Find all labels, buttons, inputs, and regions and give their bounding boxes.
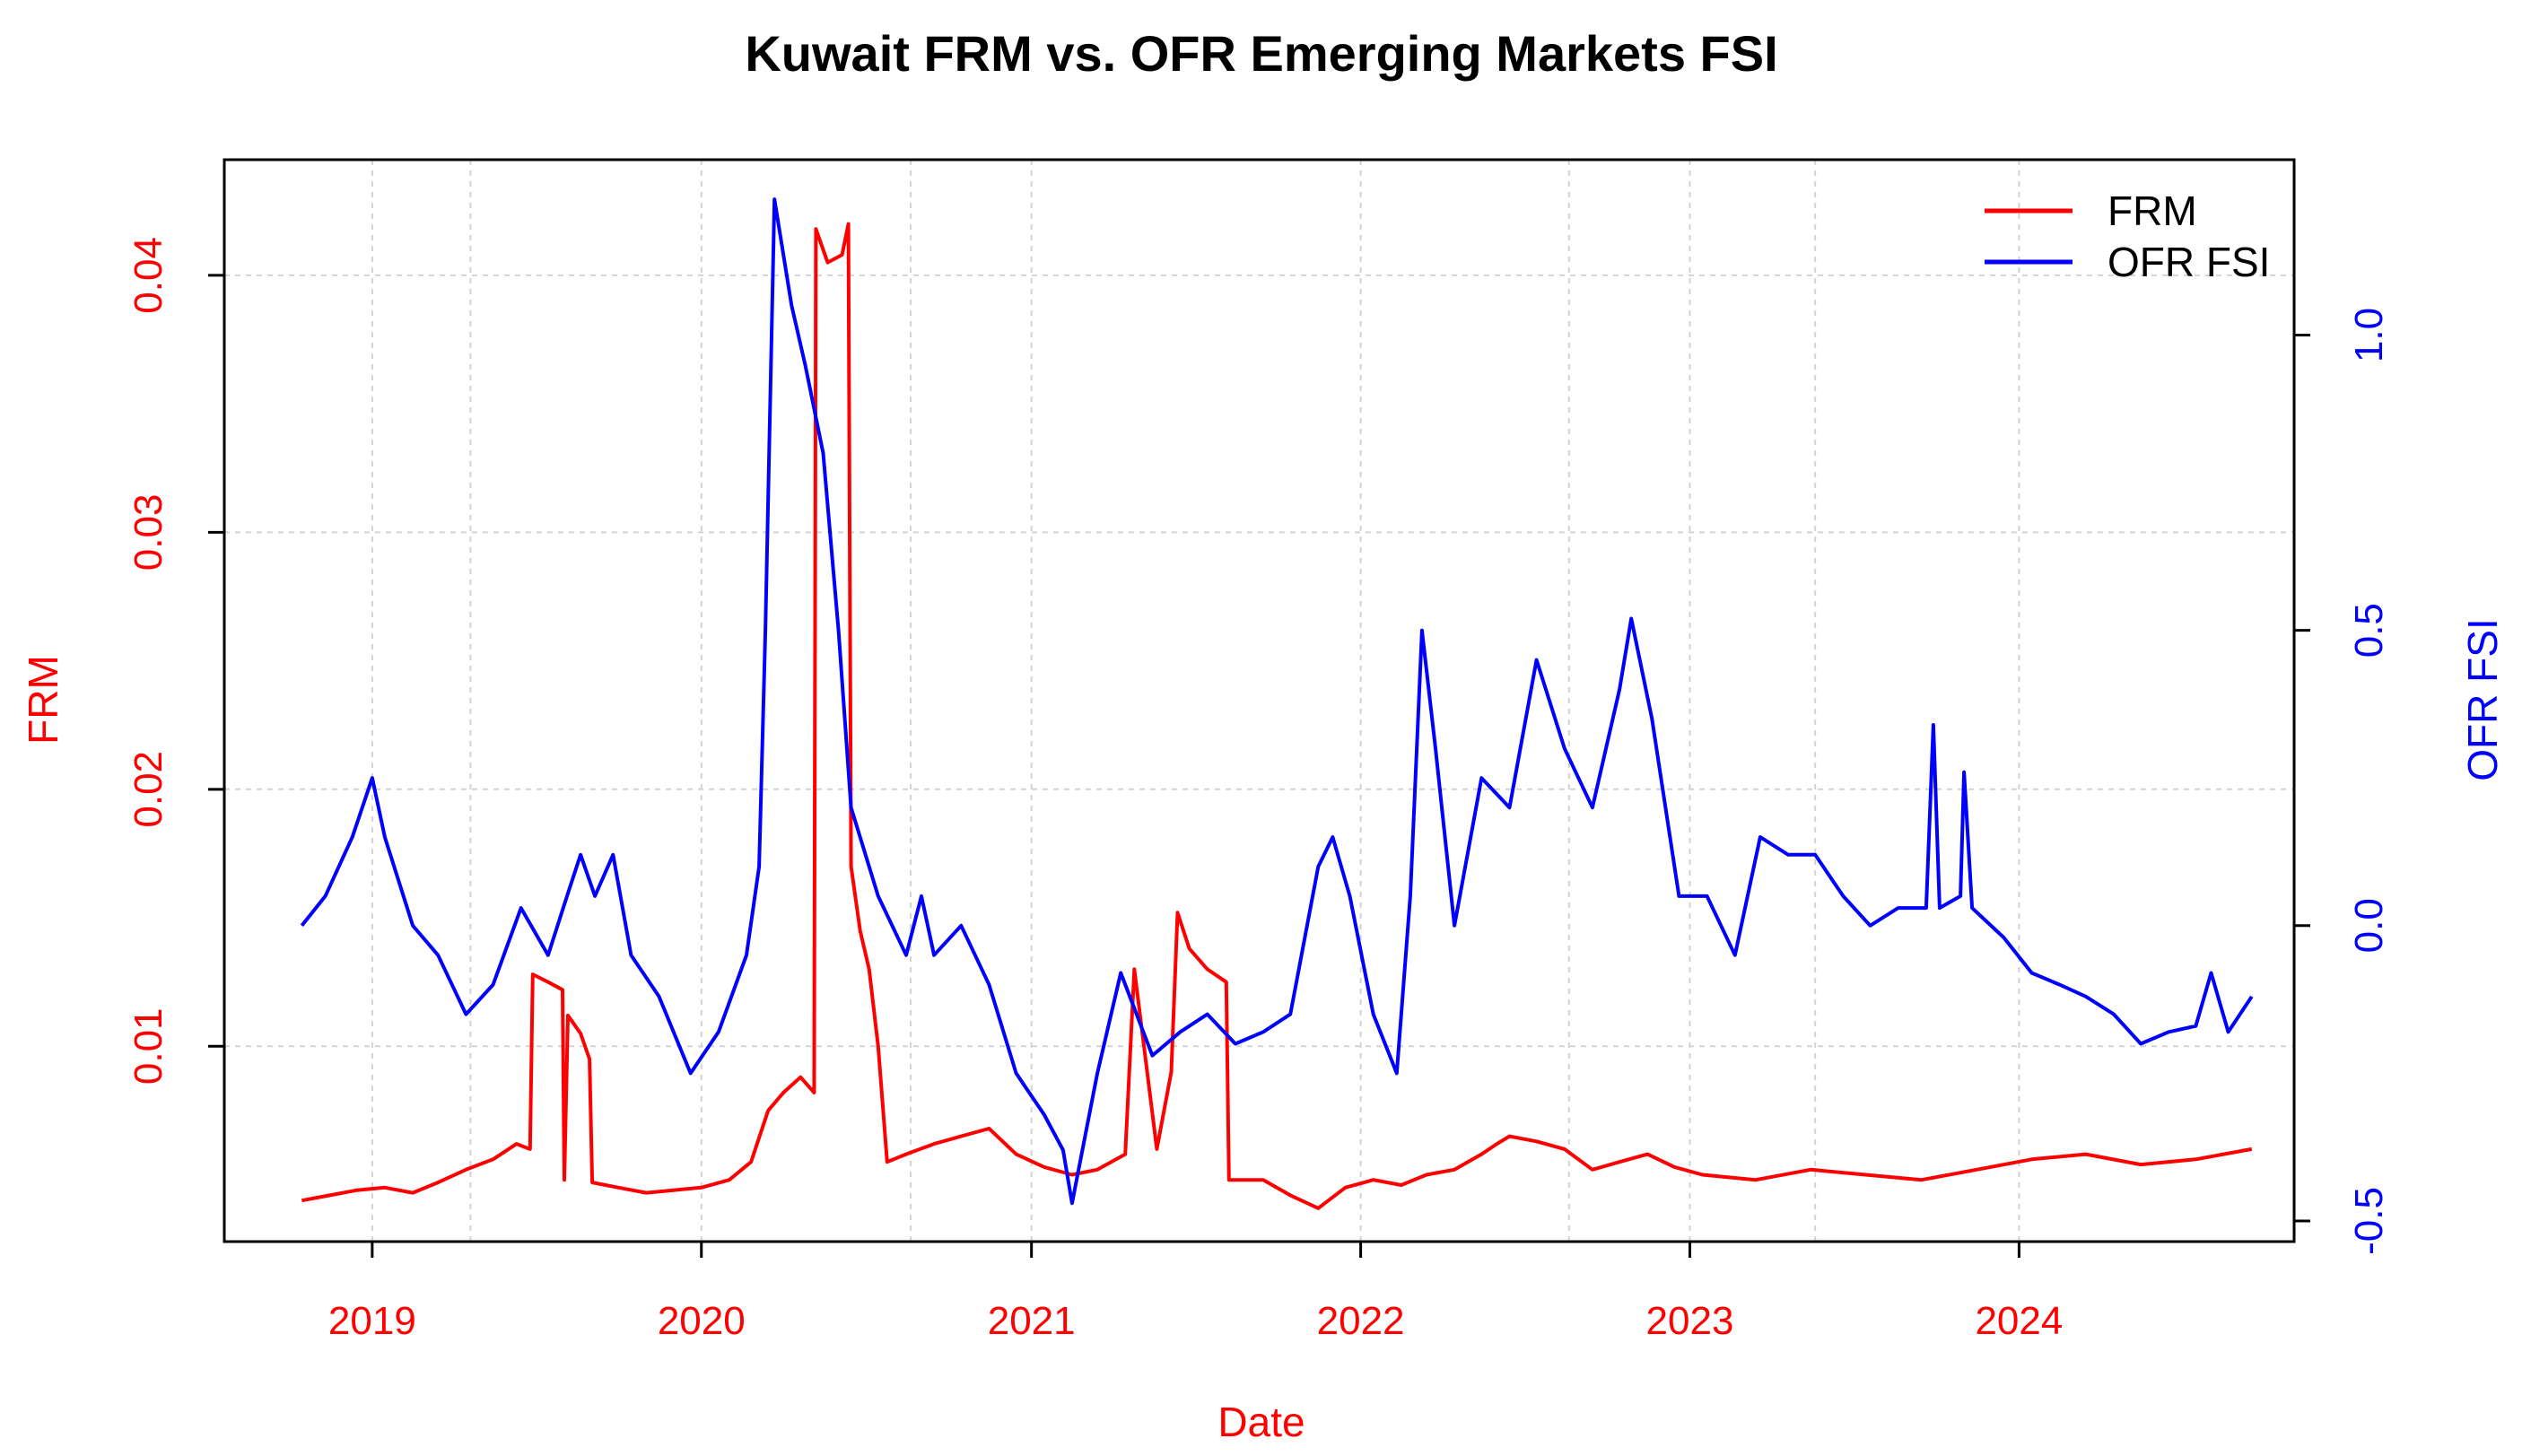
series-frm-line xyxy=(301,222,2253,1210)
y-left-tick-label: 0.04 xyxy=(127,237,170,314)
x-tick-label: 2024 xyxy=(1975,1299,2063,1343)
chart-title: Kuwait FRM vs. OFR Emerging Markets FSI xyxy=(745,25,1777,82)
y-axis-left-title: FRM xyxy=(20,655,66,745)
legend-fsi-label: OFR FSI xyxy=(2107,239,2270,285)
y-right-tick-label: 0.5 xyxy=(2347,603,2391,658)
legend-frm-label: FRM xyxy=(2107,187,2197,234)
y-right-tick-label: 0.0 xyxy=(2347,898,2391,953)
y-axis-right-title: OFR FSI xyxy=(2459,618,2506,780)
plot-frame xyxy=(223,158,2296,1243)
series-fsi-line xyxy=(300,197,2254,1206)
series-layer xyxy=(300,197,2254,1210)
y-left-tick-label: 0.02 xyxy=(127,751,170,828)
y-right-tick-label: -0.5 xyxy=(2347,1187,2391,1255)
x-tick-label: 2021 xyxy=(988,1299,1076,1343)
x-tick-label: 2022 xyxy=(1317,1299,1405,1343)
grid xyxy=(224,160,2294,1242)
x-tick-label: 2019 xyxy=(328,1299,416,1343)
x-axis: 2019 2020 2021 2022 2023 2024 xyxy=(328,1241,2063,1343)
x-tick-label: 2020 xyxy=(658,1299,746,1343)
y-left-tick-label: 0.01 xyxy=(127,1007,170,1085)
legend: FRM OFR FSI xyxy=(1985,187,2270,285)
y-axis-right: -0.5 0.0 0.5 1.0 xyxy=(2294,308,2391,1255)
y-left-tick-label: 0.03 xyxy=(127,494,170,571)
y-right-tick-label: 1.0 xyxy=(2347,308,2391,362)
x-axis-title: Date xyxy=(1217,1399,1305,1445)
x-tick-label: 2023 xyxy=(1646,1299,1734,1343)
y-axis-left: 0.01 0.02 0.03 0.04 xyxy=(127,237,224,1085)
